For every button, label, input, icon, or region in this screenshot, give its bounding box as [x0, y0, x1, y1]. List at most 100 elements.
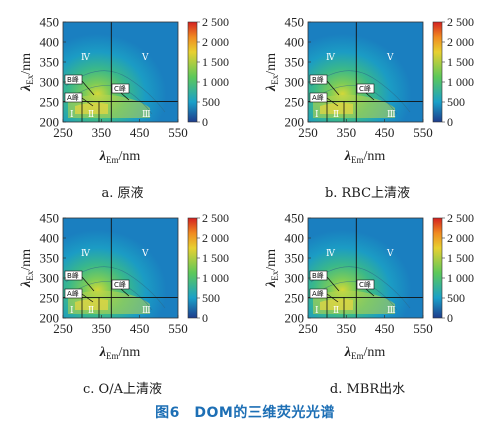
peak-b-callout: B峰 — [309, 74, 340, 96]
region-label-v: Ⅴ — [386, 52, 394, 62]
peak-a-label: A峰 — [67, 93, 79, 102]
peak-b-callout: B峰 — [309, 270, 340, 292]
x-axis-title: λEm/nm — [99, 345, 141, 361]
y-tick-label: 250 — [285, 291, 305, 306]
panel-caption: a. 原液 — [101, 186, 144, 201]
y-axis: 450 400 350 300 250 200 — [285, 15, 311, 130]
contour-line — [65, 70, 166, 113]
peak-a-callout: A峰 — [64, 288, 94, 303]
peak-b-callout: B峰 — [64, 74, 95, 96]
peak-c-label: C峰 — [114, 280, 126, 289]
contour-line — [65, 266, 166, 309]
eem-chart: Ⅳ Ⅴ Ⅰ Ⅱ Ⅲ B峰 A峰 C峰 450 — [264, 15, 474, 166]
colorbar-tick-label: 0 — [447, 311, 453, 325]
colorbar-tick-label: 1 000 — [202, 271, 229, 285]
x-tick-label: 550 — [413, 125, 433, 140]
y-axis-title: λEx/nm — [19, 53, 35, 92]
y-axis-title: λEx/nm — [19, 249, 35, 288]
colorbar-axis: 2 500 2 000 1 500 1 000 500 0 — [197, 15, 229, 129]
colorbar-tick-label: 2 500 — [447, 15, 474, 29]
region-label-i: Ⅰ — [315, 109, 319, 119]
y-axis-title: λEx/nm — [264, 53, 280, 92]
colorbar — [187, 217, 198, 319]
x-tick-label: 250 — [53, 125, 73, 140]
y-tick-label: 400 — [40, 35, 60, 50]
eem-chart: Ⅳ Ⅴ Ⅰ Ⅱ Ⅲ B峰 A峰 C峰 450 — [19, 211, 229, 362]
y-tick-label: 300 — [40, 75, 60, 90]
region-label-iv: Ⅳ — [326, 52, 336, 62]
colorbar-axis: 2 500 2 000 1 500 1 000 500 0 — [442, 15, 474, 129]
y-tick-label: 350 — [285, 251, 305, 266]
peak-b-callout: B峰 — [64, 270, 95, 292]
region-label-iv: Ⅳ — [81, 52, 91, 62]
contour-line — [310, 266, 411, 309]
peak-c-label: C峰 — [114, 84, 126, 93]
peak-c-callout: C峰 — [356, 279, 375, 297]
fluorescence-hotspot — [320, 102, 353, 114]
peak-a-label: A峰 — [312, 289, 324, 298]
colorbar-tick-label: 500 — [447, 291, 465, 305]
y-tick-label: 300 — [40, 271, 60, 286]
y-tick-label: 250 — [40, 95, 60, 110]
fluorescence-hotspot — [75, 298, 108, 310]
colorbar — [187, 21, 198, 123]
colorbar-tick-label: 1 500 — [447, 55, 474, 69]
contour-line — [310, 70, 411, 113]
y-tick-label: 400 — [285, 231, 305, 246]
y-tick-label: 300 — [285, 75, 305, 90]
x-axis-title: λEm/nm — [344, 149, 386, 165]
y-tick-label: 450 — [285, 211, 305, 226]
region-label-iii: Ⅲ — [387, 305, 396, 315]
colorbar-tick-label: 1 500 — [202, 251, 229, 265]
x-axis: 250 350 450 550 — [298, 119, 433, 140]
x-tick-label: 250 — [298, 125, 318, 140]
figure-caption: 图6 DOM的三维荧光光谱 — [155, 405, 335, 421]
x-tick-label: 550 — [413, 321, 433, 336]
y-tick-label: 450 — [40, 211, 60, 226]
colorbar-tick-label: 1 000 — [447, 75, 474, 89]
eem-panel-3: Ⅳ Ⅴ Ⅰ Ⅱ Ⅲ B峰 A峰 C峰 450 — [0, 196, 245, 398]
y-tick-label: 300 — [285, 271, 305, 286]
region-label-iii: Ⅲ — [142, 305, 151, 315]
peak-b-label: B峰 — [67, 75, 79, 84]
colorbar — [432, 217, 443, 319]
peak-c-label: C峰 — [359, 280, 371, 289]
region-label-i: Ⅰ — [315, 305, 319, 315]
colorbar-tick-label: 1 000 — [447, 271, 474, 285]
y-tick-label: 350 — [40, 55, 60, 70]
peak-a-callout: A峰 — [309, 92, 339, 107]
colorbar-tick-label: 500 — [202, 291, 220, 305]
x-tick-label: 550 — [168, 125, 188, 140]
colorbar-tick-label: 2 000 — [447, 35, 474, 49]
colorbar-tick-label: 0 — [202, 311, 208, 325]
panel-caption: d. MBR出水 — [329, 382, 406, 397]
x-tick-label: 450 — [130, 321, 150, 336]
x-tick-label: 350 — [337, 321, 357, 336]
plot-frame — [307, 21, 424, 123]
colorbar-tick-label: 500 — [447, 95, 465, 109]
eem-panel-4: Ⅳ Ⅴ Ⅰ Ⅱ Ⅲ B峰 A峰 C峰 450 — [245, 196, 490, 398]
panel-caption: c. O/A上清液 — [83, 382, 162, 397]
x-tick-label: 250 — [298, 321, 318, 336]
y-tick-label: 200 — [285, 311, 305, 326]
plot-frame — [307, 217, 424, 319]
colorbar-tick-label: 1 500 — [202, 55, 229, 69]
eem-panel-1: Ⅳ Ⅴ Ⅰ Ⅱ Ⅲ B峰 A峰 C峰 450 — [0, 0, 245, 202]
y-tick-label: 200 — [285, 115, 305, 130]
eem-panel-2: Ⅳ Ⅴ Ⅰ Ⅱ Ⅲ B峰 A峰 C峰 450 — [245, 0, 490, 202]
region-label-i: Ⅰ — [70, 305, 74, 315]
colorbar-tick-label: 2 500 — [202, 211, 229, 225]
peak-c-callout: C峰 — [111, 83, 130, 101]
plot-frame — [62, 21, 179, 123]
colorbar-tick-label: 0 — [447, 115, 453, 129]
colorbar-tick-label: 2 000 — [202, 231, 229, 245]
fluorescence-hotspot — [320, 298, 353, 310]
region-label-ii: Ⅱ — [333, 109, 339, 119]
peak-b-label: B峰 — [312, 271, 324, 280]
x-axis: 250 350 450 550 — [53, 315, 188, 336]
colorbar-tick-label: 0 — [202, 115, 208, 129]
y-tick-label: 400 — [285, 35, 305, 50]
peak-b-label: B峰 — [312, 75, 324, 84]
peak-a-callout: A峰 — [64, 92, 94, 107]
x-axis-title: λEm/nm — [99, 149, 141, 165]
